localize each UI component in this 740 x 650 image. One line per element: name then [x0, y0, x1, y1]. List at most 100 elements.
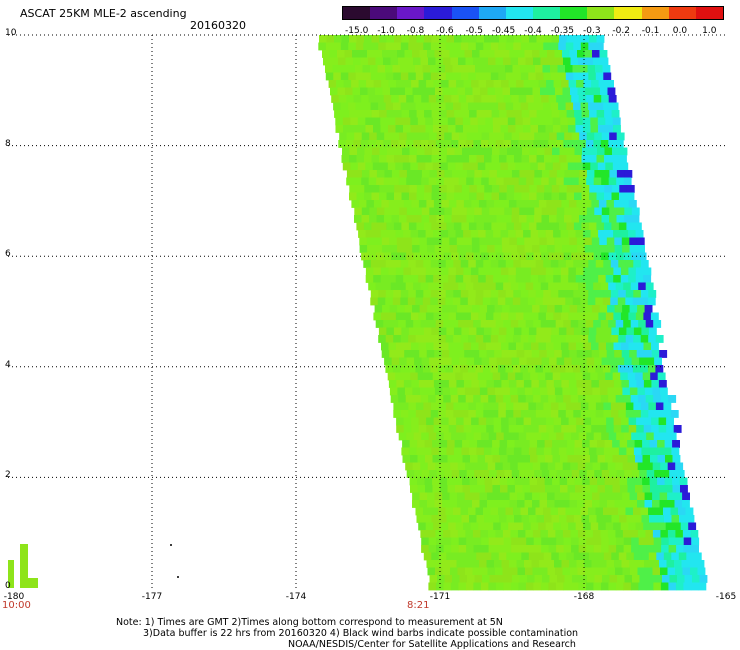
swath-cell — [468, 222, 477, 231]
swath-cell — [577, 462, 586, 471]
swath-cell — [547, 245, 555, 253]
swath-cell — [663, 402, 672, 411]
swath-cell — [512, 365, 521, 373]
swath-cell — [473, 57, 481, 66]
swath-cell — [511, 252, 519, 261]
swath-cell — [513, 335, 522, 343]
swath-cell — [339, 132, 348, 141]
swath-cell — [690, 582, 699, 591]
swath-cell — [618, 507, 626, 516]
swath-cell — [485, 275, 494, 283]
swath-cell — [566, 35, 575, 43]
swath-cell — [424, 185, 433, 193]
swath-cell — [443, 582, 452, 591]
swath-cell — [596, 35, 605, 43]
swath-cell — [520, 335, 529, 343]
swath-cell — [492, 372, 501, 381]
swath-cell — [566, 155, 575, 163]
swath-cell — [689, 560, 697, 568]
swath-cell — [445, 365, 454, 373]
swath-cell — [493, 342, 502, 351]
swath-cell — [445, 72, 454, 81]
swath-cell — [569, 350, 578, 358]
swath-cell — [592, 305, 600, 313]
swath-cell — [373, 80, 382, 88]
swath-cell — [475, 365, 484, 373]
swath-cell — [577, 305, 585, 313]
swath-cell — [401, 192, 410, 201]
swath-cell — [543, 327, 552, 336]
swath-cell — [623, 282, 632, 291]
swath-cell — [447, 477, 455, 486]
swath-cell — [516, 417, 524, 426]
swath-cell — [449, 560, 457, 568]
swath-cell — [666, 560, 675, 568]
swath-cell — [508, 417, 517, 426]
swath-cell — [479, 500, 488, 508]
swath-cell — [556, 132, 565, 141]
swath-cell — [545, 125, 554, 133]
y-tick-label: 0 — [5, 581, 11, 591]
swath-cell — [636, 342, 644, 351]
swath-cell — [448, 380, 457, 388]
swath-cell — [413, 177, 422, 186]
swath-cell — [476, 552, 485, 561]
swath-cell — [449, 245, 458, 253]
swath-cell — [579, 575, 588, 583]
swath-cell — [518, 432, 527, 441]
swath-cell — [638, 395, 647, 403]
swath-cell — [685, 507, 694, 516]
swath-cell — [590, 455, 598, 463]
swath-cell — [386, 185, 395, 193]
colorbar-swatch-1 — [370, 7, 398, 19]
swath-cell — [385, 335, 394, 343]
swath-cell — [674, 492, 683, 501]
swath-cell — [492, 147, 500, 156]
swath-cell — [461, 552, 470, 561]
swath-cell — [442, 305, 450, 313]
swath-cell — [538, 417, 547, 426]
swath-cell — [629, 350, 638, 358]
swath-cell — [535, 365, 544, 373]
swath-cell — [462, 455, 471, 463]
swath-cell — [484, 515, 492, 523]
swath-cell — [496, 170, 505, 178]
swath-cell — [430, 72, 439, 81]
swath-cell — [364, 35, 372, 43]
swath-cell — [583, 417, 592, 426]
swath-cell — [619, 440, 628, 448]
swath-cell — [533, 545, 542, 553]
swath-cell — [563, 95, 572, 103]
swath-cell — [473, 320, 482, 328]
swath-cell — [449, 305, 458, 313]
swath-cell — [372, 162, 381, 171]
swath-cell — [416, 35, 425, 43]
swath-cell — [638, 545, 647, 553]
swath-cell — [354, 170, 363, 178]
note-line-2: 3)Data buffer is 22 hrs from 20160320 4)… — [143, 628, 579, 639]
swath-cell — [465, 530, 474, 538]
swath-cell — [423, 410, 432, 418]
swath-cell — [600, 140, 609, 148]
swath-cell — [440, 230, 449, 238]
swath-cell — [376, 207, 385, 216]
swath-cell — [421, 357, 430, 366]
swath-cell — [593, 432, 602, 441]
swath-cell — [646, 537, 655, 546]
swath-cell — [654, 470, 663, 478]
swath-cell — [493, 200, 502, 208]
swath-cell — [653, 395, 662, 403]
swath-cell — [486, 200, 495, 208]
swath-cell — [525, 87, 533, 96]
swath-cell — [394, 147, 403, 156]
swath-cell — [504, 215, 512, 223]
swath-cell — [625, 402, 634, 411]
swath-cell — [457, 387, 466, 396]
swath-cell — [556, 545, 564, 553]
swath-cell — [620, 312, 629, 321]
swath-cell — [643, 275, 652, 283]
swath-cell — [495, 582, 504, 591]
swath-cell — [552, 117, 561, 126]
swath-cell — [481, 537, 490, 546]
swath-cell — [598, 275, 607, 283]
